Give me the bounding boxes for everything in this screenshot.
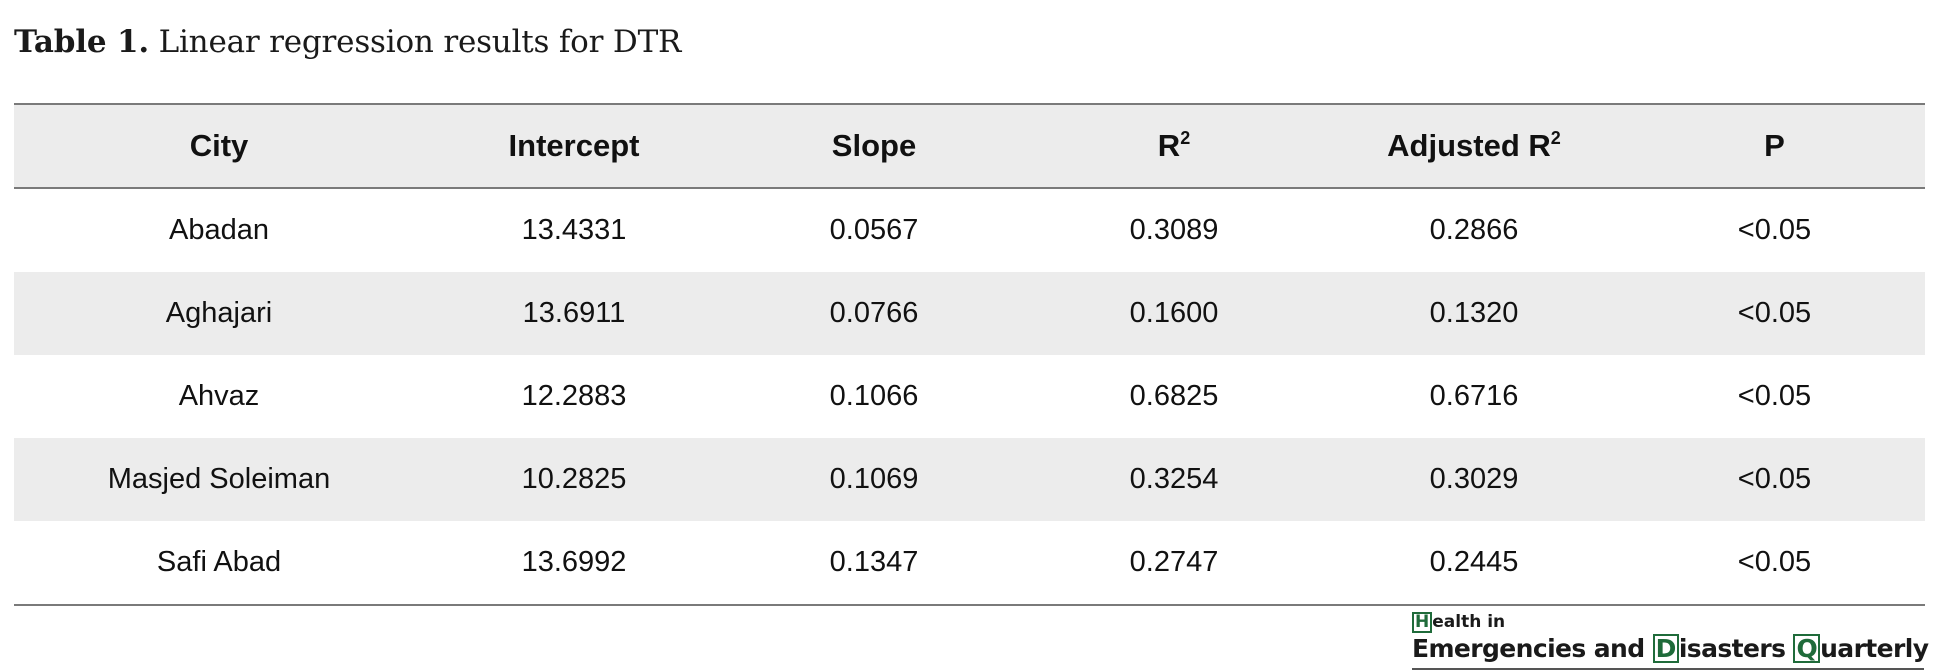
cell-intercept: 10.2825 bbox=[521, 463, 627, 495]
cell-r-squared: 0.2747 bbox=[1129, 546, 1219, 578]
cell-r-squared: 0.3089 bbox=[1129, 214, 1219, 246]
journal-logo-q-letter: Q bbox=[1793, 634, 1821, 663]
cell-slope: 0.1066 bbox=[829, 380, 919, 412]
cell-adjusted-r-squared: 0.3029 bbox=[1429, 463, 1519, 495]
cell-adjusted-r-squared: 0.2445 bbox=[1429, 546, 1519, 578]
cell-adjusted-r-squared: 0.2866 bbox=[1429, 214, 1519, 246]
cell-city: Masjed Soleiman bbox=[107, 463, 331, 495]
cell-adjusted-r-squared: 0.1320 bbox=[1429, 297, 1519, 329]
journal-logo-h-letter: H bbox=[1412, 612, 1433, 633]
cell-r-squared: 0.3254 bbox=[1129, 463, 1219, 495]
table-row: Safi Abad 13.6992 0.1347 0.2747 0.2445 <… bbox=[14, 521, 1925, 605]
cell-city: Ahvaz bbox=[178, 380, 260, 412]
regression-table: City Intercept Slope R2 Adjusted R2 P Ab… bbox=[14, 103, 1925, 606]
cell-slope: 0.1069 bbox=[829, 463, 919, 495]
journal-logo-line1-text: ealth in bbox=[1432, 612, 1506, 632]
cell-intercept: 13.6992 bbox=[521, 546, 627, 578]
cell-slope: 0.0766 bbox=[829, 297, 919, 329]
cell-adjusted-r-squared: 0.6716 bbox=[1429, 380, 1519, 412]
header-intercept: Intercept bbox=[508, 128, 640, 163]
journal-logo-underline bbox=[1412, 668, 1924, 670]
table-header-row: City Intercept Slope R2 Adjusted R2 P bbox=[14, 104, 1925, 188]
cell-intercept: 13.6911 bbox=[522, 297, 626, 329]
journal-logo-line2-part-c: uarterly bbox=[1820, 634, 1929, 663]
header-r-squared-superscript: 2 bbox=[1180, 128, 1191, 148]
cell-intercept: 12.2883 bbox=[521, 380, 627, 412]
header-adjusted-r-squared-superscript: 2 bbox=[1550, 128, 1561, 148]
cell-city: Aghajari bbox=[165, 297, 273, 329]
table-caption-label: Table 1. bbox=[14, 24, 149, 60]
header-adjusted-r-squared: Adjusted R2 bbox=[1387, 128, 1561, 163]
table-caption: Table 1. Linear regression results for D… bbox=[14, 24, 681, 60]
cell-p: <0.05 bbox=[1737, 546, 1812, 578]
cell-intercept: 13.4331 bbox=[521, 214, 627, 246]
journal-logo-d-letter: D bbox=[1652, 634, 1679, 663]
cell-p: <0.05 bbox=[1737, 297, 1812, 329]
cell-slope: 0.0567 bbox=[829, 214, 919, 246]
cell-city: Safi Abad bbox=[156, 546, 282, 578]
cell-p: <0.05 bbox=[1737, 214, 1812, 246]
cell-slope: 0.1347 bbox=[829, 546, 919, 578]
table-caption-text: Linear regression results for DTR bbox=[158, 24, 682, 60]
cell-city: Abadan bbox=[169, 214, 269, 246]
regression-table-container: City Intercept Slope R2 Adjusted R2 P Ab… bbox=[14, 103, 1925, 606]
table-row: Ahvaz 12.2883 0.1066 0.6825 0.6716 <0.05 bbox=[14, 355, 1925, 438]
journal-logo-line2-part-a: Emergencies and bbox=[1412, 634, 1653, 663]
header-slope: Slope bbox=[831, 128, 917, 163]
journal-logo-line2-part-b: isasters bbox=[1678, 634, 1794, 663]
header-p: P bbox=[1764, 128, 1785, 163]
cell-r-squared: 0.1600 bbox=[1129, 297, 1219, 329]
table-row: Abadan 13.4331 0.0567 0.3089 0.2866 <0.0… bbox=[14, 188, 1925, 272]
table-row: Aghajari 13.6911 0.0766 0.1600 0.1320 <0… bbox=[14, 272, 1925, 355]
header-city: City bbox=[189, 128, 249, 163]
cell-p: <0.05 bbox=[1737, 463, 1812, 495]
table-row: Masjed Soleiman 10.2825 0.1069 0.3254 0.… bbox=[14, 438, 1925, 521]
cell-p: <0.05 bbox=[1737, 380, 1812, 412]
cell-r-squared: 0.6825 bbox=[1129, 380, 1219, 412]
header-r-squared: R2 bbox=[1157, 128, 1191, 163]
